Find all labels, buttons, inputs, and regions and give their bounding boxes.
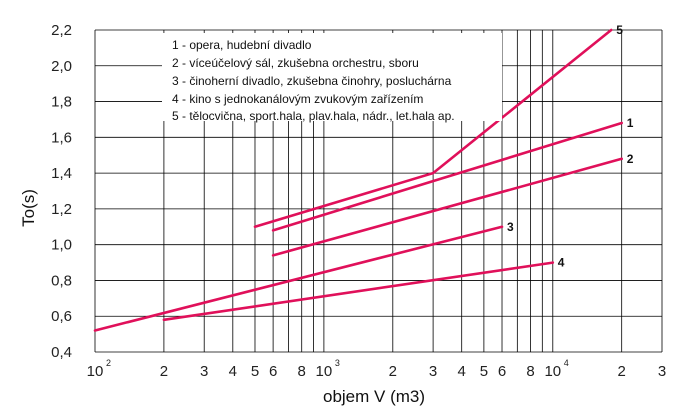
x-tick-label: 10 xyxy=(544,363,561,380)
x-tick-label: 10 xyxy=(87,363,104,380)
y-tick-label: 1,2 xyxy=(51,201,72,218)
x-tick-label: 10 xyxy=(316,363,333,380)
y-tick-label: 0,4 xyxy=(51,344,72,361)
x-tick-label: 3 xyxy=(200,363,208,380)
y-tick-label: 2,0 xyxy=(51,58,72,75)
y-tick-label: 2,2 xyxy=(51,22,72,39)
series-line-2 xyxy=(271,157,624,257)
x-tick-label: 8 xyxy=(526,363,534,380)
series-label-1: 1 xyxy=(627,116,634,130)
series-label-4: 4 xyxy=(558,256,565,270)
legend-entry-2: 2 - víceúčelový sál, zkušebna orchestru,… xyxy=(172,56,419,70)
y-tick-label: 1,4 xyxy=(51,165,72,182)
series-labels: 1 2 3 4 5 xyxy=(507,23,634,270)
series-line-1 xyxy=(271,121,624,232)
series-line-4 xyxy=(162,261,555,322)
y-tick-label: 1,6 xyxy=(51,129,72,146)
legend-entry-3: 3 - činoherní divadlo, zkušebna činohry,… xyxy=(172,74,452,88)
legend-entry-1: 1 - opera, hudební divadlo xyxy=(172,38,312,52)
y-tick-label: 0,6 xyxy=(51,308,72,325)
series-label-3: 3 xyxy=(507,220,514,234)
x-tick-exponent: 2 xyxy=(106,358,111,368)
x-tick-label: 3 xyxy=(658,363,666,380)
x-tick-label: 5 xyxy=(251,363,259,380)
x-tick-label: 6 xyxy=(269,363,277,380)
x-tick-label: 3 xyxy=(429,363,437,380)
x-tick-label: 2 xyxy=(389,363,397,380)
tick-labels: 2,22,01,81,61,41,21,00,80,60,410 2 2 3 4 5 6 8 1… xyxy=(51,22,666,380)
x-tick-label: 4 xyxy=(229,363,237,380)
y-tick-label: 0,8 xyxy=(51,272,72,289)
x-tick-label: 6 xyxy=(498,363,506,380)
y-tick-label: 1,8 xyxy=(51,94,72,111)
series-label-5: 5 xyxy=(616,23,623,37)
series-label-2: 2 xyxy=(627,152,634,166)
series-line-5 xyxy=(253,28,613,229)
legend-box xyxy=(162,33,502,121)
x-tick-exponent: 4 xyxy=(564,358,569,368)
y-tick-label: 1,0 xyxy=(51,237,72,254)
legend-entry-4: 4 - kino s jednokanálovým zvukovým zaříz… xyxy=(172,92,423,106)
x-axis-label: objem V (m3) xyxy=(323,387,425,406)
legend-entry-5: 5 - tělocvična, sport.hala, plav.hala, n… xyxy=(172,109,455,123)
x-tick-label: 5 xyxy=(480,363,488,380)
series-line-3 xyxy=(93,225,504,332)
series-lines xyxy=(93,28,624,332)
x-tick-label: 4 xyxy=(458,363,466,380)
x-tick-exponent: 3 xyxy=(335,358,340,368)
x-tick-label: 2 xyxy=(160,363,168,380)
x-tick-label: 2 xyxy=(618,363,626,380)
y-axis-label: To(s) xyxy=(19,189,38,227)
x-tick-label: 8 xyxy=(298,363,306,380)
legend: 1 - opera, hudební divadlo 2 - víceúčelo… xyxy=(172,38,455,123)
